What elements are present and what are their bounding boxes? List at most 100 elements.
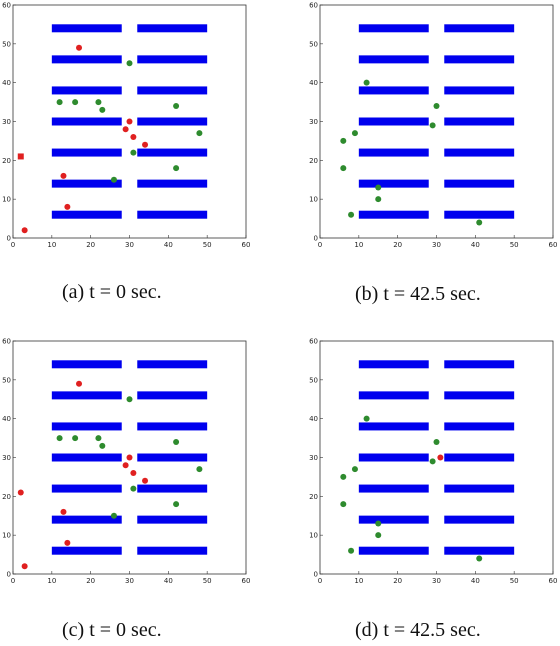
shelf-bar [358, 179, 429, 188]
y-tick-label: 0 [7, 571, 11, 579]
x-tick-label: 0 [11, 241, 15, 249]
shelf-bar [137, 422, 208, 431]
data-point [196, 466, 203, 473]
shelf-bar [358, 515, 429, 524]
data-point [60, 172, 67, 179]
data-point [340, 137, 347, 144]
x-tick-label: 30 [125, 241, 134, 249]
x-tick-label: 50 [510, 577, 519, 585]
shelf-bar [51, 148, 122, 157]
data-point [173, 102, 180, 109]
shelf-bar [51, 210, 122, 219]
data-point [130, 470, 137, 477]
data-point [60, 508, 67, 515]
shelf-bar [51, 179, 122, 188]
x-tick-label: 30 [125, 577, 134, 585]
data-point [64, 539, 71, 546]
y-tick-label: 30 [2, 454, 11, 462]
shelf-bar [444, 391, 515, 400]
shelf-bar [137, 55, 208, 64]
data-point [72, 99, 79, 106]
shelf-bar [137, 24, 208, 33]
shelf-bar [358, 55, 429, 64]
data-point [126, 396, 133, 403]
data-point [476, 555, 483, 562]
shelf-bar [444, 117, 515, 126]
shelf-bar [358, 148, 429, 157]
y-tick-label: 50 [309, 376, 318, 384]
shelf-bar [444, 210, 515, 219]
shelf-bar [358, 422, 429, 431]
data-point [363, 415, 370, 422]
shelf-bar [358, 360, 429, 369]
x-tick-label: 20 [86, 241, 95, 249]
shelf-bar [51, 484, 122, 493]
shelf-bar [444, 24, 515, 33]
y-tick-label: 30 [309, 454, 318, 462]
y-tick-label: 0 [7, 235, 11, 243]
data-point [99, 106, 106, 113]
data-point [130, 149, 137, 156]
data-point [351, 466, 358, 473]
data-point [56, 435, 63, 442]
data-point [76, 44, 83, 51]
data-point [142, 477, 149, 484]
shelf-bar [51, 55, 122, 64]
y-tick-label: 10 [2, 532, 11, 540]
x-tick-label: 40 [164, 241, 173, 249]
data-point [56, 99, 63, 106]
shelf-bar [51, 422, 122, 431]
shelf-bar [358, 484, 429, 493]
data-point [130, 485, 137, 492]
shelf-bar [358, 210, 429, 219]
shelf-bar [358, 546, 429, 555]
shelf-bar [444, 422, 515, 431]
data-point [375, 184, 382, 191]
x-tick-label: 50 [203, 577, 212, 585]
data-point [375, 532, 382, 539]
data-point [348, 211, 355, 218]
shelf-bar [137, 484, 208, 493]
data-point [95, 435, 102, 442]
data-point [72, 435, 79, 442]
shelf-bar [51, 24, 122, 33]
shelf-bar [51, 391, 122, 400]
shelf-bar [51, 453, 122, 462]
data-point [76, 380, 83, 387]
y-tick-label: 30 [309, 118, 318, 126]
data-point [433, 438, 440, 445]
x-tick-label: 50 [203, 241, 212, 249]
data-point [375, 520, 382, 527]
y-tick-label: 50 [309, 40, 318, 48]
data-point [142, 141, 149, 148]
shelf-bar [444, 55, 515, 64]
x-tick-label: 60 [549, 241, 558, 249]
plot-frame [319, 340, 554, 575]
x-tick-label: 60 [242, 241, 251, 249]
data-point [340, 501, 347, 508]
y-tick-label: 20 [2, 157, 11, 165]
data-point [17, 489, 24, 496]
y-tick-label: 0 [314, 571, 318, 579]
y-tick-label: 10 [309, 196, 318, 204]
data-point [126, 454, 133, 461]
data-point [21, 227, 28, 234]
shelf-bar [358, 453, 429, 462]
x-tick-label: 20 [393, 241, 402, 249]
y-tick-label: 0 [314, 235, 318, 243]
shelf-bar [137, 360, 208, 369]
y-tick-label: 50 [2, 40, 11, 48]
y-tick-label: 20 [309, 493, 318, 501]
y-tick-label: 40 [2, 415, 11, 423]
data-point [351, 130, 358, 137]
data-point [122, 462, 129, 469]
shelf-bar [444, 484, 515, 493]
shelf-bar [358, 391, 429, 400]
data-point [21, 563, 28, 570]
x-tick-label: 30 [432, 577, 441, 585]
x-tick-label: 10 [47, 241, 56, 249]
shelf-bar [137, 179, 208, 188]
square-marker [17, 153, 24, 160]
shelf-bar [51, 515, 122, 524]
y-tick-label: 40 [309, 79, 318, 87]
